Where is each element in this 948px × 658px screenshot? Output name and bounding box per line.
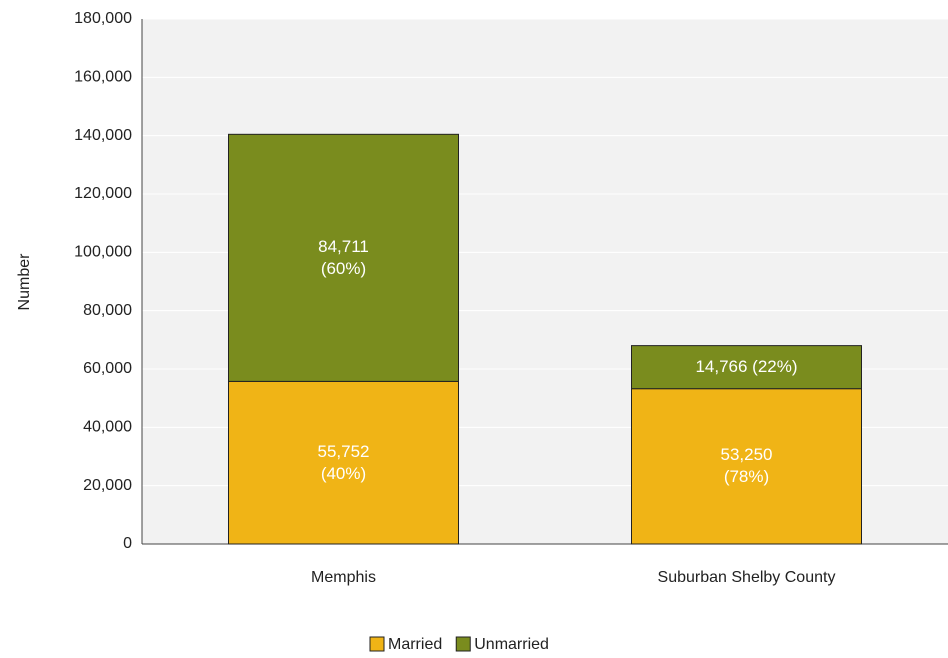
y-tick-label: 80,000: [83, 302, 132, 319]
y-tick-label: 40,000: [83, 419, 132, 436]
y-tick-label: 140,000: [74, 127, 132, 144]
legend-swatch: [369, 636, 385, 652]
y-tick-label: 100,000: [74, 244, 132, 261]
y-tick-label: 60,000: [83, 360, 132, 377]
x-tick-label: Suburban Shelby County: [658, 569, 836, 586]
legend-swatch: [455, 636, 471, 652]
bar-segment: [631, 345, 862, 390]
legend-label: Married: [388, 636, 442, 653]
x-tick-label: Memphis: [311, 569, 376, 586]
legend-label: Unmarried: [474, 636, 549, 653]
bar-segment: [228, 133, 459, 382]
value-label: 14,766 (22%): [695, 357, 798, 377]
bar-segment: [631, 388, 862, 545]
y-tick-label: 180,000: [74, 10, 132, 27]
y-tick-label: 160,000: [74, 69, 132, 86]
y-tick-label: 120,000: [74, 185, 132, 202]
value-label: 53,250 (78%): [720, 445, 773, 487]
y-axis-label: Number: [16, 253, 33, 311]
value-label: 84,711 (60%): [318, 236, 369, 278]
value-label: 55,752 (40%): [317, 441, 370, 483]
y-tick-label: 0: [123, 535, 132, 552]
y-tick-label: 20,000: [83, 477, 132, 494]
bar-segment: [228, 380, 459, 545]
